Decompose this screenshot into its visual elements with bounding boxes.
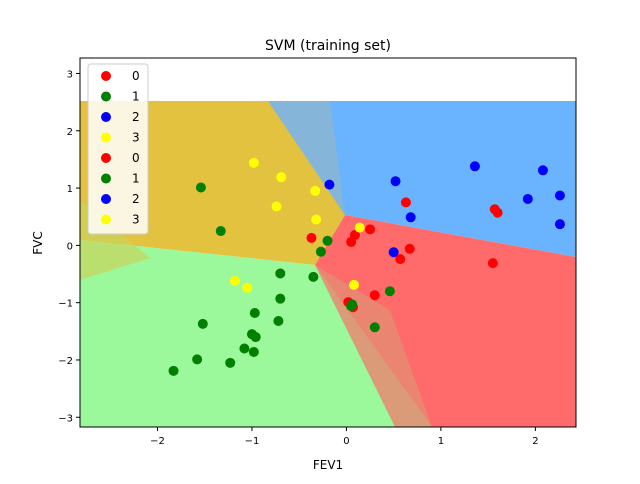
data-point-class-0 (395, 254, 406, 265)
legend-marker (101, 173, 111, 184)
y-tick-label: 3 (67, 69, 73, 80)
data-point-class-0 (306, 232, 317, 243)
data-point-class-1 (369, 322, 380, 333)
data-point-class-0 (492, 207, 503, 218)
data-point-class-1 (315, 246, 326, 257)
data-point-class-1 (273, 315, 284, 326)
scatter-points (168, 157, 565, 376)
region-class-2 (268, 101, 576, 257)
legend: 0 1 2 3 0 1 2 3 (87, 63, 149, 235)
data-point-class-3 (229, 275, 240, 286)
legend-marker (101, 132, 111, 143)
legend-label: 2 (132, 192, 140, 206)
y-tick-label: −3 (58, 413, 73, 424)
data-point-class-1 (239, 343, 250, 354)
data-point-class-3 (271, 201, 282, 212)
data-point-class-2 (390, 176, 401, 187)
legend-marker (101, 194, 111, 204)
y-axis: −3 −2 −1 0 1 2 3 (58, 69, 80, 424)
legend-marker (101, 112, 111, 122)
data-point-class-3 (310, 185, 321, 196)
legend-marker (101, 214, 111, 225)
region-blend-0-1 (315, 265, 432, 427)
data-point-class-0 (400, 197, 411, 208)
plot-frame (79, 57, 577, 428)
plot-area (80, 58, 576, 427)
data-point-class-2 (554, 190, 565, 201)
data-point-class-2 (537, 165, 548, 176)
data-point-class-3 (311, 214, 322, 225)
data-point-class-1 (225, 357, 236, 368)
x-axis: −2 −1 0 1 2 (150, 427, 539, 447)
data-point-class-0 (369, 290, 380, 301)
y-tick-label: −2 (58, 356, 73, 367)
legend-label: 1 (132, 90, 140, 104)
chart-title: SVM (training set) (265, 38, 391, 54)
data-point-class-1 (275, 268, 286, 279)
data-point-class-1 (215, 226, 226, 237)
y-tick-label: 1 (67, 184, 73, 195)
y-tick-label: 0 (67, 241, 73, 252)
legend-label: 2 (132, 110, 140, 124)
data-point-class-2 (554, 219, 565, 230)
data-point-class-0 (487, 258, 498, 269)
region-class-0 (315, 215, 576, 427)
data-point-class-2 (405, 212, 416, 223)
y-tick-label: 2 (67, 127, 73, 138)
data-point-class-1 (248, 346, 259, 357)
x-axis-label: FEV1 (313, 458, 343, 472)
legend-label: 0 (132, 151, 140, 165)
data-point-class-1 (384, 286, 395, 297)
data-point-class-1 (195, 182, 206, 193)
legend-label: 3 (132, 131, 140, 145)
data-point-class-0 (404, 243, 415, 254)
data-point-class-2 (324, 179, 335, 190)
data-point-class-1 (322, 235, 333, 246)
legend-label: 0 (132, 69, 140, 83)
y-tick-label: −1 (58, 299, 73, 310)
data-point-class-2 (522, 193, 533, 204)
data-point-class-1 (275, 293, 286, 304)
data-point-class-3 (354, 222, 365, 233)
data-point-class-3 (276, 172, 287, 183)
legend-items: 0 1 2 3 0 1 2 3 (101, 69, 140, 227)
x-tick-label: −1 (245, 436, 260, 447)
data-point-class-2 (388, 247, 399, 258)
legend-marker (101, 153, 111, 163)
data-point-class-0 (365, 224, 376, 235)
data-point-class-3 (242, 282, 253, 293)
data-point-class-2 (469, 161, 480, 172)
data-point-class-0 (349, 230, 360, 241)
data-point-class-1 (192, 354, 203, 365)
x-tick-label: 2 (532, 436, 538, 447)
data-point-class-1 (308, 271, 319, 282)
legend-label: 3 (132, 213, 140, 227)
data-point-class-1 (168, 365, 179, 376)
x-tick-label: −2 (150, 436, 165, 447)
data-point-class-3 (248, 157, 259, 168)
legend-box (87, 63, 149, 235)
data-point-class-1 (249, 307, 260, 318)
y-axis-label: FVC (31, 231, 45, 255)
x-tick-label: 1 (438, 436, 444, 447)
decision-regions (80, 101, 576, 427)
legend-marker (101, 71, 111, 81)
legend-marker (101, 91, 111, 102)
data-point-class-1 (250, 332, 261, 343)
data-point-class-1 (197, 318, 208, 329)
x-tick-label: 0 (343, 436, 349, 447)
legend-label: 1 (132, 172, 140, 186)
data-point-class-3 (348, 279, 359, 290)
data-point-class-1 (346, 301, 357, 312)
